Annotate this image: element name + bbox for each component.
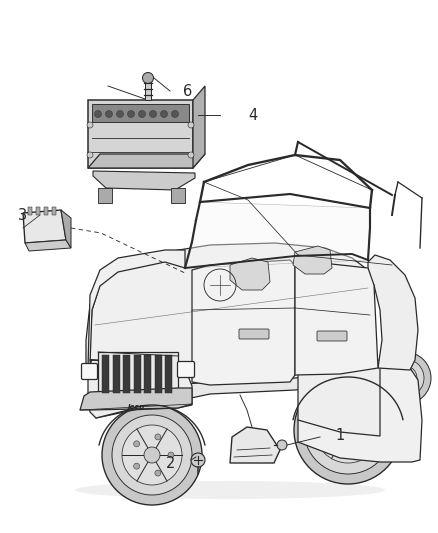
Polygon shape xyxy=(185,202,370,268)
Circle shape xyxy=(138,110,145,117)
Circle shape xyxy=(149,110,156,117)
Polygon shape xyxy=(90,243,374,365)
Circle shape xyxy=(144,447,160,463)
Polygon shape xyxy=(88,250,185,368)
Circle shape xyxy=(351,407,358,413)
FancyBboxPatch shape xyxy=(88,100,193,168)
Polygon shape xyxy=(93,171,195,190)
Circle shape xyxy=(304,386,392,474)
Polygon shape xyxy=(23,210,66,243)
Polygon shape xyxy=(193,86,205,168)
Circle shape xyxy=(277,440,287,450)
Bar xyxy=(98,188,112,203)
Polygon shape xyxy=(88,368,382,418)
Circle shape xyxy=(379,352,431,404)
Circle shape xyxy=(87,122,93,128)
Polygon shape xyxy=(86,255,185,368)
Text: 3: 3 xyxy=(18,207,27,222)
FancyBboxPatch shape xyxy=(113,355,120,393)
Circle shape xyxy=(127,110,134,117)
Polygon shape xyxy=(25,240,71,251)
Polygon shape xyxy=(230,427,280,463)
Circle shape xyxy=(106,110,113,117)
Circle shape xyxy=(155,470,161,476)
Polygon shape xyxy=(88,154,205,168)
FancyBboxPatch shape xyxy=(144,355,151,393)
FancyBboxPatch shape xyxy=(177,361,194,377)
Polygon shape xyxy=(368,255,418,370)
Circle shape xyxy=(191,453,205,467)
Circle shape xyxy=(294,376,402,484)
Polygon shape xyxy=(230,258,270,290)
Circle shape xyxy=(134,463,140,469)
Text: 1: 1 xyxy=(335,427,344,442)
FancyBboxPatch shape xyxy=(102,355,109,393)
Circle shape xyxy=(366,427,372,433)
Circle shape xyxy=(134,441,140,447)
Circle shape xyxy=(339,421,357,439)
Circle shape xyxy=(155,434,161,440)
Bar xyxy=(171,188,185,203)
FancyBboxPatch shape xyxy=(134,355,141,393)
Circle shape xyxy=(188,122,194,128)
Circle shape xyxy=(112,415,192,495)
FancyBboxPatch shape xyxy=(317,331,347,341)
Circle shape xyxy=(188,152,194,158)
Circle shape xyxy=(386,359,424,397)
FancyBboxPatch shape xyxy=(92,104,189,122)
Circle shape xyxy=(122,425,182,485)
Circle shape xyxy=(328,439,334,446)
Circle shape xyxy=(168,452,174,458)
Polygon shape xyxy=(295,260,378,375)
Polygon shape xyxy=(298,360,422,462)
Polygon shape xyxy=(293,246,332,274)
Circle shape xyxy=(351,447,358,453)
Bar xyxy=(44,207,48,215)
Circle shape xyxy=(160,110,167,117)
Circle shape xyxy=(172,110,179,117)
Circle shape xyxy=(315,397,381,463)
FancyBboxPatch shape xyxy=(165,355,172,393)
FancyBboxPatch shape xyxy=(155,355,162,393)
Circle shape xyxy=(117,110,124,117)
Text: 2: 2 xyxy=(166,456,175,471)
FancyBboxPatch shape xyxy=(98,352,178,395)
Circle shape xyxy=(87,152,93,158)
FancyBboxPatch shape xyxy=(123,355,130,393)
Circle shape xyxy=(393,366,417,390)
Polygon shape xyxy=(88,360,192,418)
Circle shape xyxy=(328,415,334,421)
Bar xyxy=(52,207,56,215)
Circle shape xyxy=(95,110,102,117)
Circle shape xyxy=(102,405,202,505)
Bar xyxy=(36,207,40,215)
Circle shape xyxy=(142,72,153,84)
Text: 6: 6 xyxy=(183,84,192,99)
Text: 4: 4 xyxy=(248,108,257,123)
Polygon shape xyxy=(298,360,412,445)
Bar xyxy=(145,80,151,100)
Text: Jeep: Jeep xyxy=(127,404,145,410)
Bar xyxy=(28,207,32,215)
Ellipse shape xyxy=(75,481,385,499)
Polygon shape xyxy=(80,388,192,410)
Polygon shape xyxy=(192,260,295,385)
FancyBboxPatch shape xyxy=(239,329,269,339)
Polygon shape xyxy=(61,210,71,248)
FancyBboxPatch shape xyxy=(81,364,98,379)
